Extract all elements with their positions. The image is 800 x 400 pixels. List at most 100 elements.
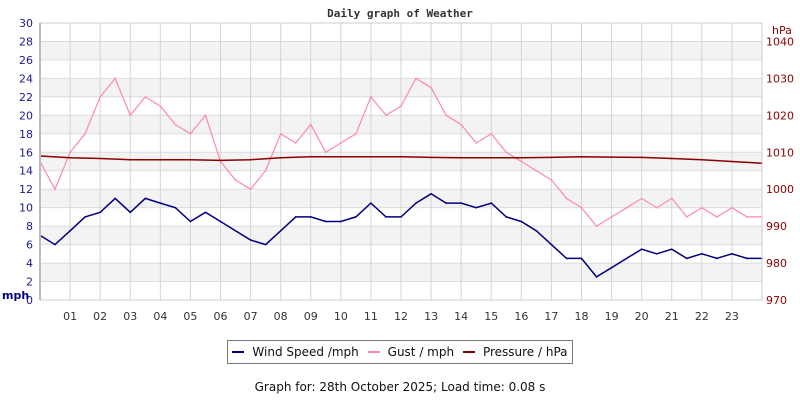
- data-point: [610, 156, 613, 158]
- data-point: [520, 220, 523, 223]
- y2-tick-label: 1020: [766, 109, 794, 122]
- data-point: [490, 157, 493, 159]
- data-point: [69, 157, 71, 159]
- x-tick-label: 23: [725, 310, 739, 323]
- data-point: [129, 158, 132, 161]
- y2-tick-label: 980: [766, 257, 787, 270]
- footer-status: Graph for: 28th October 2025; Load time:…: [254, 380, 546, 394]
- data-point: [565, 197, 568, 200]
- data-point: [54, 243, 56, 246]
- legend-swatch: [462, 351, 475, 353]
- legend-item: Wind Speed /mph: [232, 345, 359, 359]
- data-point: [249, 239, 252, 241]
- data-point: [746, 257, 748, 260]
- data-point: [670, 197, 673, 200]
- y2-tick-label: 1040: [766, 35, 794, 48]
- data-point: [279, 157, 282, 159]
- data-point: [159, 158, 162, 161]
- data-point: [640, 156, 643, 159]
- data-point: [69, 229, 71, 232]
- data-point: [701, 158, 703, 161]
- x-tick-label: 02: [93, 310, 107, 323]
- y-tick-label: 18: [19, 128, 33, 141]
- data-point: [54, 188, 56, 190]
- y-tick-label: 24: [19, 72, 33, 85]
- data-point: [445, 114, 447, 117]
- data-point: [69, 151, 71, 154]
- data-point: [731, 253, 733, 255]
- x-tick-label: 14: [454, 310, 468, 323]
- data-point: [370, 96, 372, 98]
- data-point: [189, 158, 192, 161]
- data-point: [324, 151, 327, 154]
- data-point: [595, 276, 598, 278]
- x-tick-label: 03: [123, 310, 137, 323]
- legend-swatch: [367, 351, 380, 353]
- y-tick-label: 4: [26, 257, 33, 270]
- data-point: [655, 253, 658, 255]
- data-point: [490, 133, 493, 135]
- legend-item: Gust / mph: [367, 345, 454, 359]
- data-point: [550, 156, 553, 159]
- x-tick-label: 21: [665, 310, 679, 323]
- data-point: [430, 193, 432, 195]
- data-point: [159, 105, 162, 107]
- x-tick-label: 17: [544, 310, 558, 323]
- data-point: [640, 197, 643, 200]
- data-point: [490, 202, 493, 204]
- data-point: [294, 142, 297, 144]
- x-tick-label: 07: [244, 310, 258, 323]
- data-point: [114, 197, 117, 200]
- data-point: [625, 206, 628, 209]
- data-point: [159, 202, 162, 204]
- data-point: [129, 114, 132, 117]
- y2-tick-label: 1030: [766, 72, 794, 85]
- x-tick-label: 09: [304, 310, 318, 323]
- data-point: [580, 257, 583, 260]
- data-point: [701, 253, 703, 255]
- data-point: [625, 257, 628, 260]
- y-tick-label: 28: [19, 35, 33, 48]
- y2-tick-label: 990: [766, 220, 787, 233]
- y-tick-label: 12: [19, 183, 33, 196]
- y-tick-label: 16: [19, 146, 33, 159]
- x-tick-label: 05: [183, 310, 197, 323]
- y-axis-label: mph: [2, 289, 29, 302]
- data-point: [249, 158, 252, 161]
- x-tick-label: 19: [605, 310, 619, 323]
- data-point: [716, 216, 718, 218]
- data-point: [520, 157, 523, 159]
- x-tick-label: 22: [695, 310, 709, 323]
- data-point: [535, 229, 538, 232]
- data-point: [234, 229, 237, 232]
- data-point: [430, 156, 432, 159]
- y-tick-label: 22: [19, 91, 33, 104]
- data-point: [701, 206, 703, 209]
- data-point: [610, 216, 613, 218]
- legend-swatch: [232, 351, 245, 353]
- data-point: [204, 114, 207, 117]
- data-point: [550, 179, 553, 181]
- data-point: [174, 206, 177, 209]
- data-point: [355, 216, 357, 218]
- y-tick-label: 14: [19, 165, 33, 178]
- data-point: [685, 257, 688, 260]
- data-point: [294, 216, 297, 218]
- data-point: [355, 133, 357, 135]
- data-point: [189, 133, 192, 135]
- data-point: [400, 216, 402, 218]
- data-point: [324, 220, 327, 223]
- data-point: [144, 197, 147, 200]
- data-point: [370, 202, 372, 204]
- data-point: [385, 216, 387, 218]
- x-tick-label: 11: [364, 310, 378, 323]
- data-point: [129, 211, 132, 214]
- data-point: [731, 160, 733, 163]
- data-point: [610, 266, 613, 269]
- data-point: [249, 188, 252, 190]
- data-point: [99, 157, 101, 160]
- y-tick-label: 0: [26, 294, 33, 307]
- data-point: [99, 96, 101, 98]
- data-point: [460, 202, 462, 204]
